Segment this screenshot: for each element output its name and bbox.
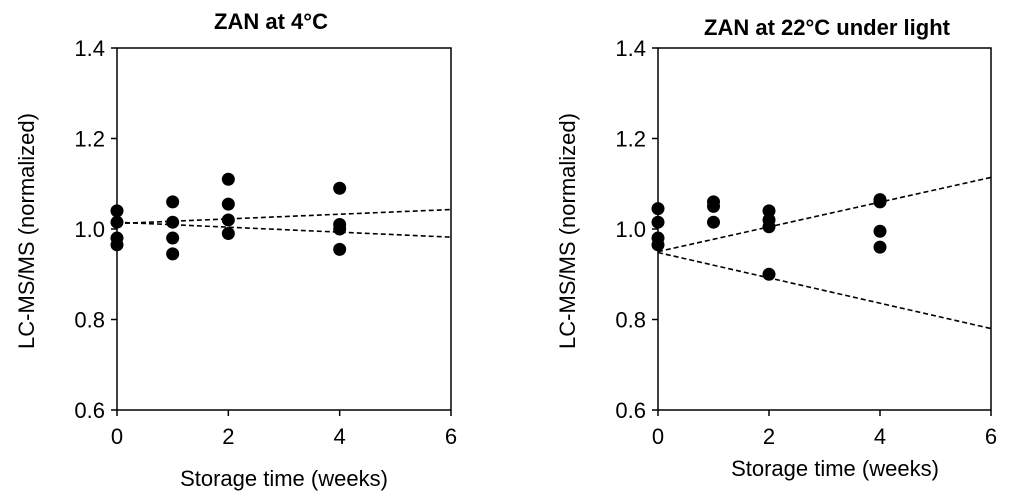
data-point [221, 172, 235, 186]
data-point [651, 215, 665, 229]
data-point [651, 238, 665, 252]
y-tick-label: 1.2 [615, 127, 646, 152]
chart-title: ZAN at 4°C [214, 9, 328, 34]
data-point [873, 224, 887, 238]
y-tick-label: 0.8 [74, 308, 105, 333]
x-axis-label: Storage time (weeks) [180, 466, 388, 491]
y-tick-label: 1.4 [615, 36, 646, 61]
x-tick-label: 4 [334, 424, 346, 449]
data-point [333, 222, 347, 236]
data-point [221, 227, 235, 241]
chart-panel-1: ZAN at 4°C 0.6 0.8 1.0 1.2 1.4 0 2 4 6 Storage tim… [14, 9, 457, 491]
y-tick-label: 0.8 [615, 308, 646, 333]
y-tick-label: 1.2 [74, 127, 105, 152]
data-point [762, 220, 776, 234]
x-tick-label: 2 [222, 424, 234, 449]
plot-frame [657, 47, 992, 411]
x-tick-label: 4 [874, 424, 886, 449]
data-point [873, 240, 887, 254]
x-axis-label: Storage time (weeks) [731, 456, 939, 481]
data-point [707, 199, 720, 213]
data-point [762, 204, 776, 218]
y-tick-label: 1.4 [74, 36, 105, 61]
x-tick-label: 2 [763, 424, 775, 449]
data-point [110, 215, 124, 229]
data-point [221, 197, 235, 211]
y-tick-label: 1.0 [615, 217, 646, 242]
x-tick-label: 6 [985, 424, 997, 449]
data-point [707, 215, 720, 229]
x-tick-label: 0 [652, 424, 664, 449]
trend-line-2 [657, 251, 992, 330]
data-point [166, 195, 180, 209]
data-point [110, 204, 124, 218]
y-axis-label: LC-MS/MS (normalized) [14, 113, 39, 349]
data-point [651, 202, 665, 216]
x-tick-label: 0 [111, 424, 123, 449]
x-tick-label: 6 [445, 424, 457, 449]
y-tick-label: 1.0 [74, 217, 105, 242]
data-point [166, 247, 180, 261]
data-point [166, 215, 180, 229]
data-point [166, 231, 180, 245]
y-tick-label: 0.6 [615, 398, 646, 423]
data-point [110, 238, 124, 252]
data-point [333, 242, 347, 256]
chart-title: ZAN at 22°C under light [704, 15, 951, 40]
plot-frame [116, 47, 452, 411]
data-point [873, 195, 887, 209]
chart-panel-2: ZAN at 22°C under light 0.6 0.8 1.0 1.2 1.4 0 2… [555, 15, 997, 481]
data-point [762, 267, 776, 281]
y-tick-label: 0.6 [74, 398, 105, 423]
data-point [333, 181, 347, 195]
y-axis-label: LC-MS/MS (normalized) [555, 113, 580, 349]
data-point [221, 213, 235, 227]
trend-line-1 [657, 176, 992, 253]
